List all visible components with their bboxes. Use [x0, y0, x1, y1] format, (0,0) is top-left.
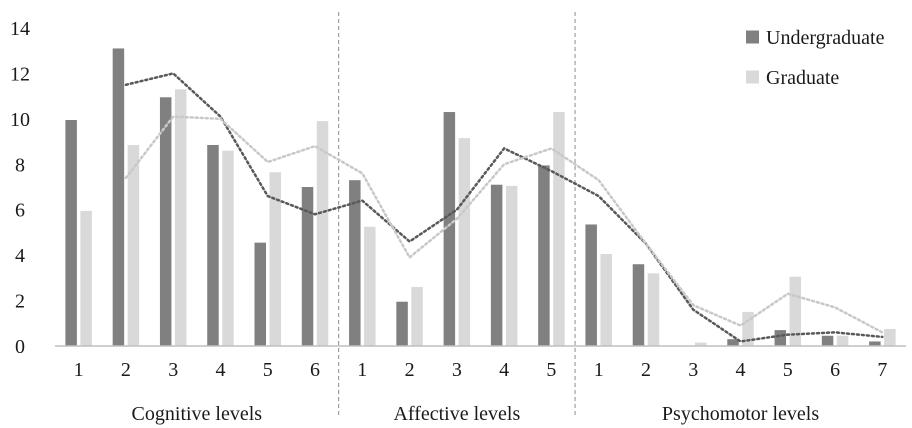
bar-undergraduate [443, 112, 456, 346]
x-tick-label: 6 [830, 359, 840, 381]
bar-graduate [600, 254, 612, 346]
bar-undergraduate [632, 264, 645, 346]
y-tick-label: 12 [10, 63, 30, 85]
bar-undergraduate [869, 341, 881, 346]
bar-graduate [127, 144, 140, 346]
legend-label-graduate: Graduate [766, 67, 839, 89]
legend-swatch-undergraduate [746, 30, 759, 44]
bar-undergraduate [774, 330, 787, 346]
bar-graduate [316, 121, 329, 346]
y-tick-label: 10 [10, 109, 30, 131]
bar-undergraduate [396, 301, 408, 346]
group-separators [338, 12, 576, 418]
bar-graduate [884, 328, 896, 346]
x-tick-label: 3 [168, 359, 178, 381]
x-axis-tick-labels: 1 2 3 4 5 6 1 2 3 4 5 1 2 3 4 5 6 7 [74, 359, 888, 381]
x-tick-label: 4 [736, 359, 746, 381]
group-label: Psychomotor levels [662, 403, 819, 425]
x-tick-label: 1 [594, 359, 604, 381]
x-tick-label: 2 [641, 359, 651, 381]
bar-graduate [411, 286, 423, 346]
trendline-undergraduate [124, 72, 884, 343]
bar-graduate [647, 273, 660, 346]
x-tick-label: 4 [215, 359, 225, 381]
bar-undergraduate [254, 242, 266, 346]
x-tick-label: 6 [310, 359, 320, 381]
x-tick-label: 5 [546, 359, 556, 381]
y-tick-label: 8 [15, 154, 25, 176]
bar-graduate [222, 150, 234, 346]
bar-graduate [505, 185, 518, 346]
y-tick-label: 0 [15, 336, 25, 358]
bar-graduate [836, 335, 849, 346]
bars [65, 48, 896, 347]
group-label: Affective levels [393, 403, 520, 425]
group-label: Cognitive levels [132, 403, 263, 425]
trendline-graduate [124, 115, 884, 334]
bar-graduate [458, 138, 471, 346]
bar-undergraduate [207, 144, 219, 346]
bar-undergraduate [349, 180, 361, 346]
y-tick-label: 4 [15, 245, 25, 267]
x-tick-label: 5 [263, 359, 273, 381]
x-tick-label: 4 [499, 359, 509, 381]
legend: Undergraduate Graduate [746, 27, 885, 89]
bar-graduate [174, 89, 187, 346]
x-tick-label: 3 [688, 359, 698, 381]
x-tick-label: 7 [877, 359, 887, 381]
bar-undergraduate [727, 339, 739, 346]
bar-undergraduate [65, 119, 77, 347]
bar-undergraduate [821, 335, 834, 346]
y-tick-label: 2 [15, 291, 25, 313]
x-tick-label: 1 [74, 359, 84, 381]
bar-undergraduate [159, 97, 172, 346]
x-tick-label: 3 [452, 359, 462, 381]
x-tick-label: 1 [357, 359, 367, 381]
bar-undergraduate [301, 187, 314, 346]
legend-label-undergraduate: Undergraduate [766, 27, 885, 49]
bar-undergraduate [490, 184, 503, 346]
bar-graduate [742, 311, 754, 346]
bar-graduate [695, 342, 707, 346]
bar-graduate [789, 276, 802, 346]
x-tick-label: 5 [783, 359, 793, 381]
bar-graduate [364, 226, 376, 346]
trendlines [124, 72, 884, 343]
legend-swatch-graduate [746, 70, 759, 84]
bar-undergraduate [112, 48, 125, 346]
bar-undergraduate [585, 224, 597, 346]
y-axis-ticks: 0 2 4 6 8 10 12 14 [10, 18, 30, 358]
x-tick-label: 2 [121, 359, 131, 381]
y-tick-label: 14 [10, 18, 30, 40]
x-tick-label: 2 [405, 359, 415, 381]
bar-graduate [80, 210, 92, 346]
y-tick-label: 6 [15, 200, 25, 222]
bar-undergraduate [538, 165, 550, 346]
bar-graduate [269, 172, 281, 346]
bar-graduate [553, 112, 565, 346]
group-labels: Cognitive levels Affective levels Psychomo… [132, 403, 820, 425]
